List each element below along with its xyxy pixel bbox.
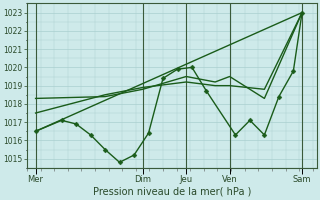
X-axis label: Pression niveau de la mer( hPa ): Pression niveau de la mer( hPa ) [92,187,251,197]
